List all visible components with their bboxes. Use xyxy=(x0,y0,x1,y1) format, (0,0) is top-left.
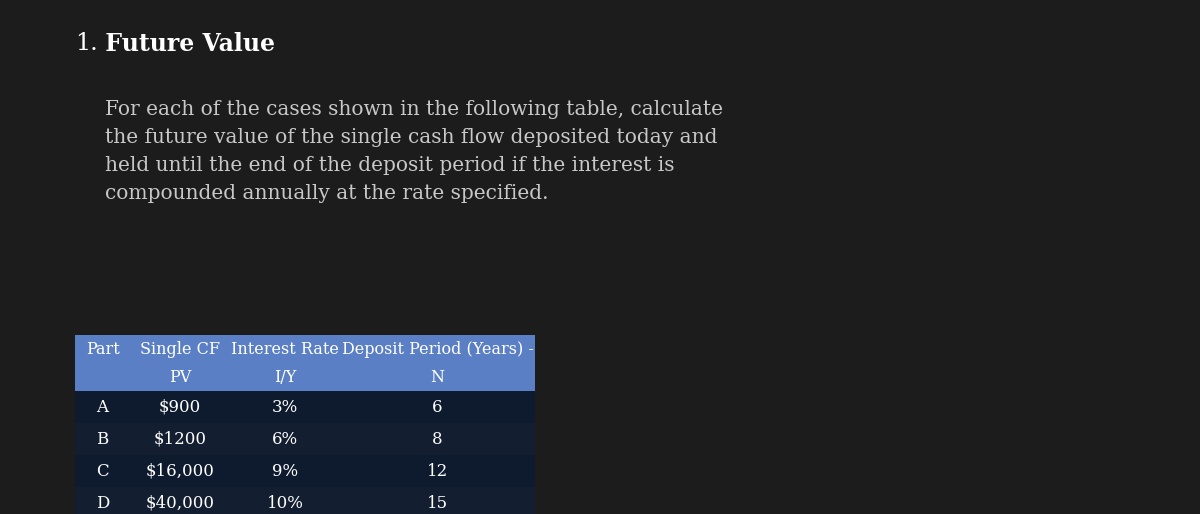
Text: $40,000: $40,000 xyxy=(145,494,215,511)
Text: A: A xyxy=(96,398,108,415)
Text: Single CF: Single CF xyxy=(140,340,220,358)
Text: Future Value: Future Value xyxy=(97,32,275,56)
Text: 10%: 10% xyxy=(266,494,304,511)
Text: Deposit Period (Years) -: Deposit Period (Years) - xyxy=(342,340,534,358)
Text: Part: Part xyxy=(85,340,119,358)
Text: 12: 12 xyxy=(427,463,448,480)
Text: D: D xyxy=(96,494,109,511)
FancyBboxPatch shape xyxy=(74,455,535,487)
FancyBboxPatch shape xyxy=(74,335,535,391)
Text: B: B xyxy=(96,431,109,448)
Text: $1200: $1200 xyxy=(154,431,206,448)
Text: For each of the cases shown in the following table, calculate
the future value o: For each of the cases shown in the follo… xyxy=(106,100,722,203)
Text: 15: 15 xyxy=(427,494,448,511)
Text: N: N xyxy=(431,369,444,386)
Text: 8: 8 xyxy=(432,431,443,448)
Text: C: C xyxy=(96,463,109,480)
Text: I/Y: I/Y xyxy=(274,369,296,386)
Text: 6%: 6% xyxy=(272,431,298,448)
Text: 1.: 1. xyxy=(74,32,97,55)
FancyBboxPatch shape xyxy=(74,391,535,423)
FancyBboxPatch shape xyxy=(74,487,535,514)
Text: $900: $900 xyxy=(158,398,202,415)
Text: $16,000: $16,000 xyxy=(145,463,215,480)
Text: 9%: 9% xyxy=(272,463,298,480)
Text: 3%: 3% xyxy=(272,398,298,415)
Text: Interest Rate: Interest Rate xyxy=(232,340,338,358)
FancyBboxPatch shape xyxy=(74,423,535,455)
Text: PV: PV xyxy=(169,369,191,386)
Text: 6: 6 xyxy=(432,398,443,415)
